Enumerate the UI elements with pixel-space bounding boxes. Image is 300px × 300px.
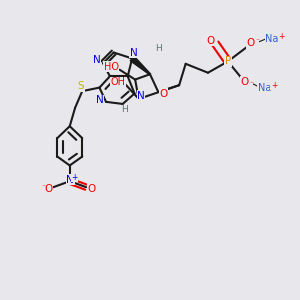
Text: H: H xyxy=(122,105,128,114)
Text: Na: Na xyxy=(258,82,271,93)
Text: O: O xyxy=(44,184,52,194)
Text: +: + xyxy=(71,172,78,182)
Text: ⁻: ⁻ xyxy=(41,182,45,191)
Text: O: O xyxy=(240,76,249,87)
Text: O: O xyxy=(87,184,96,194)
Text: N: N xyxy=(137,91,145,101)
Text: N: N xyxy=(93,55,101,65)
Text: HO: HO xyxy=(104,62,119,72)
Text: N: N xyxy=(130,47,137,58)
Text: O: O xyxy=(160,88,168,98)
Text: O: O xyxy=(246,38,255,48)
Text: N: N xyxy=(96,95,103,105)
Text: H: H xyxy=(155,44,162,53)
Text: OH: OH xyxy=(111,77,126,87)
Text: ⁻: ⁻ xyxy=(249,79,253,88)
Text: S: S xyxy=(77,81,84,92)
Text: N: N xyxy=(67,175,74,185)
Text: ⁻: ⁻ xyxy=(255,37,259,46)
Text: +: + xyxy=(271,81,277,90)
Text: Na: Na xyxy=(265,34,278,44)
Text: P: P xyxy=(225,56,231,66)
Polygon shape xyxy=(130,56,150,75)
Text: O: O xyxy=(206,36,214,46)
Text: +: + xyxy=(278,32,285,41)
